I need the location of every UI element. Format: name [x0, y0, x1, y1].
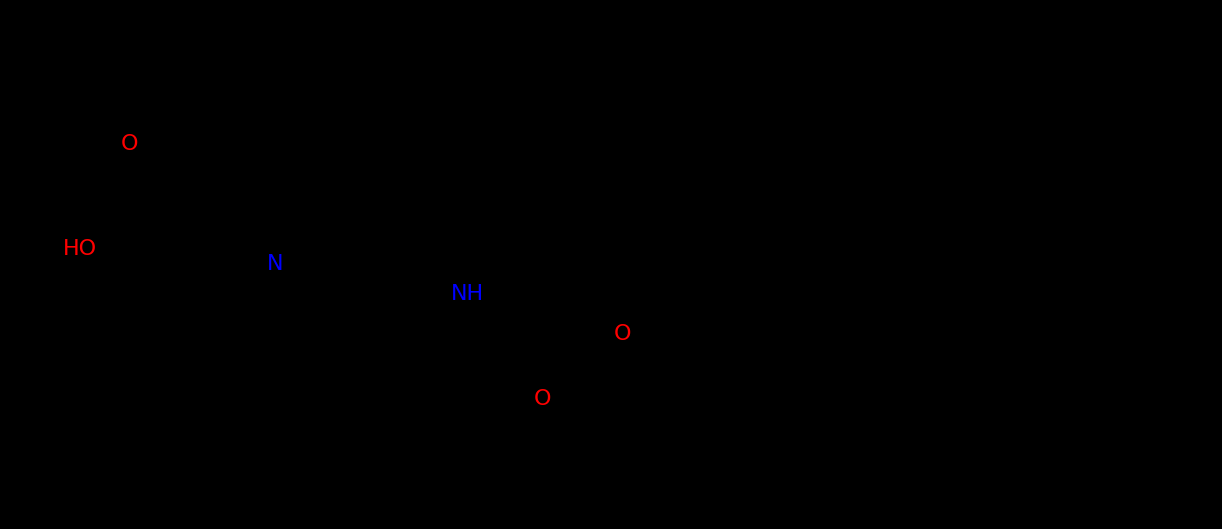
Text: O: O	[121, 134, 139, 154]
Text: NH: NH	[451, 284, 484, 304]
Text: O: O	[613, 324, 632, 344]
Text: N: N	[266, 254, 284, 274]
Text: O: O	[534, 389, 551, 409]
Text: HO: HO	[64, 239, 97, 259]
